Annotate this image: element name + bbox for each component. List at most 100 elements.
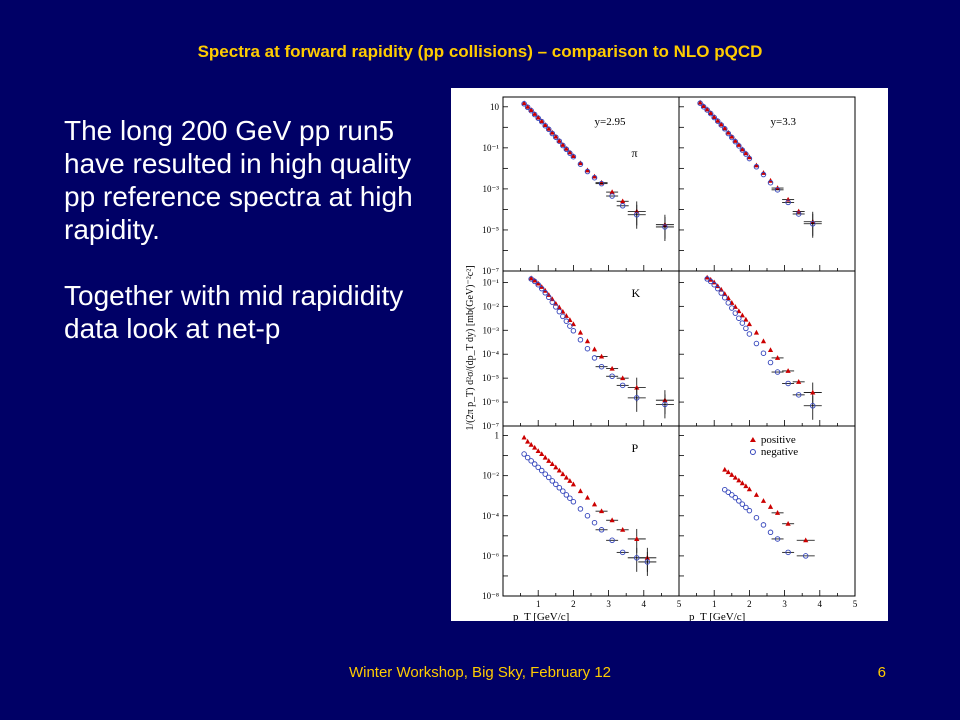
body-paragraph-1: The long 200 GeV pp run5 have resulted i… — [64, 115, 413, 245]
particle-label: K — [631, 286, 640, 300]
positive-point — [598, 508, 605, 514]
negative-point — [746, 155, 753, 162]
positive-point — [563, 145, 569, 151]
negative-point — [528, 107, 534, 114]
negative-point — [535, 281, 541, 288]
negative-point — [609, 193, 615, 199]
x-tick-label: 5 — [677, 599, 682, 609]
negative-point — [785, 380, 791, 387]
positive-point — [553, 300, 559, 306]
negative-point — [697, 100, 703, 106]
negative-point — [542, 122, 548, 129]
positive-point — [634, 384, 640, 390]
positive-point — [567, 149, 573, 155]
negative-point — [570, 499, 577, 505]
positive-point — [570, 153, 576, 159]
negative-point — [722, 486, 728, 493]
negative-point — [521, 101, 527, 107]
positive-point — [539, 451, 545, 457]
negative-point — [591, 519, 598, 526]
negative-point — [760, 522, 767, 528]
negative-point — [619, 203, 626, 209]
negative-point — [535, 464, 541, 471]
negative-point — [538, 118, 545, 125]
positive-point — [746, 321, 752, 327]
positive-point — [556, 138, 562, 143]
positive-point — [785, 520, 791, 526]
positive-point — [785, 368, 791, 373]
negative-point — [598, 180, 605, 187]
negative-point — [560, 142, 566, 149]
positive-point — [549, 129, 555, 135]
negative-point — [753, 514, 760, 521]
negative-point — [634, 395, 640, 401]
panel-1-1 — [678, 270, 856, 427]
negative-point — [732, 138, 739, 145]
positive-point — [563, 474, 569, 480]
negative-point — [567, 323, 573, 329]
x-tick-label: 2 — [747, 599, 752, 609]
positive-point — [704, 274, 710, 280]
y-tick-label: 10⁻² — [483, 301, 500, 311]
negative-point — [704, 276, 710, 282]
y-tick-label: 10⁻³ — [483, 184, 500, 194]
positive-point — [753, 492, 760, 497]
positive-point — [539, 118, 545, 124]
panel-frame — [678, 96, 856, 272]
positive-point — [525, 103, 531, 109]
negative-point — [556, 308, 563, 315]
negative-point — [753, 163, 760, 170]
positive-point — [722, 291, 728, 296]
negative-point — [563, 492, 570, 498]
negative-point — [619, 382, 626, 389]
positive-point — [577, 329, 584, 335]
negative-point — [619, 549, 626, 556]
positive-point — [584, 494, 591, 500]
negative-point — [718, 122, 724, 128]
positive-point — [584, 167, 591, 173]
negative-point — [598, 527, 605, 533]
negative-point — [531, 461, 538, 467]
positive-point — [697, 99, 703, 105]
negative-point — [774, 187, 781, 193]
negative-point — [718, 290, 724, 296]
positive-point — [715, 117, 721, 123]
negative-point — [563, 318, 570, 324]
spectra-chart: 1010⁻¹10⁻³10⁻⁵10⁻⁷y=2.95πy=3.310⁻¹10⁻²10… — [465, 96, 858, 623]
panel-frame — [678, 270, 856, 427]
negative-point — [577, 337, 584, 343]
negative-point — [743, 504, 749, 511]
legend-negative-label: negative — [761, 446, 798, 458]
negative-point — [739, 147, 746, 153]
negative-point — [714, 285, 721, 292]
negative-point — [549, 478, 556, 484]
positive-point — [753, 162, 760, 168]
negative-point — [584, 168, 591, 175]
panel-frame — [502, 270, 680, 427]
positive-point — [521, 434, 527, 440]
negative-point — [700, 104, 707, 110]
negative-point — [528, 276, 534, 282]
negative-point — [739, 501, 746, 507]
positive-point — [584, 338, 591, 344]
positive-point — [722, 125, 728, 131]
negative-point — [736, 315, 742, 321]
negative-point — [538, 467, 545, 474]
y-tick-label: 10⁻⁶ — [482, 551, 499, 561]
negative-point — [722, 294, 728, 301]
positive-point — [609, 517, 615, 523]
negative-point — [542, 290, 548, 296]
y-tick-label: 10⁻⁵ — [482, 225, 499, 235]
positive-point — [725, 469, 731, 475]
positive-point — [774, 510, 781, 515]
negative-point — [553, 304, 559, 310]
positive-point — [553, 133, 559, 139]
negative-point — [567, 150, 573, 156]
negative-point — [810, 403, 816, 409]
y-tick-label: 10⁻² — [483, 471, 500, 481]
negative-point — [644, 559, 651, 565]
positive-point — [567, 478, 573, 483]
particle-label: π — [631, 146, 637, 160]
slide-number: 6 — [877, 664, 886, 681]
negative-point — [634, 555, 640, 561]
